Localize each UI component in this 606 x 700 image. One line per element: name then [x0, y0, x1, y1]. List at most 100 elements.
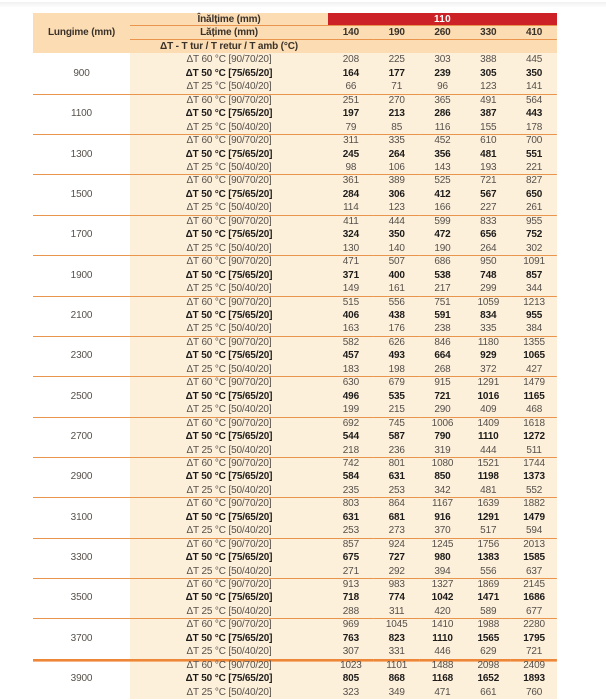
output-value-cell: 444 — [373, 214, 420, 229]
output-value-cell: 400 — [373, 268, 420, 283]
output-value-cell: 444 — [465, 443, 512, 457]
output-value-cell: 718 — [328, 591, 374, 605]
output-value-cell: 630 — [328, 376, 374, 390]
length-cell: 3900 — [33, 658, 130, 700]
output-value-cell: 335 — [373, 134, 420, 148]
output-value-cell: 751 — [419, 295, 466, 309]
output-value-cell: 1042 — [419, 591, 466, 605]
table-row: 1700 ΔT 60 °C [90/70/20] 411 444 599 833 955 — [33, 214, 557, 256]
header-row-latime: Lățime (mm) 140 190 260 330 410 — [33, 26, 557, 40]
length-cell: 2100 — [33, 295, 130, 336]
dt-row-label: ΔT 25 °C [50/40/20] — [130, 564, 328, 579]
header-row-dt: ΔT - T tur / T retur / T amb (°C) — [33, 39, 557, 54]
output-value-cell: 535 — [373, 389, 420, 404]
output-value-cell: 323 — [328, 685, 374, 700]
output-value-cell: 457 — [328, 349, 374, 363]
dt-row-label: ΔT 25 °C [50/40/20] — [130, 160, 328, 175]
output-value-cell: 700 — [511, 134, 557, 148]
output-value-cell: 983 — [373, 578, 420, 592]
output-value-cell: 1110 — [465, 430, 512, 444]
table-row: ΔT 50 °C [75/65/20] 718 774 1042 1471 1686 — [33, 591, 557, 605]
output-value-cell: 1045 — [373, 618, 420, 632]
output-value-cell: 511 — [511, 443, 557, 457]
output-value-cell: 721 — [465, 174, 512, 188]
output-value-cell: 389 — [373, 174, 420, 188]
output-value-cell: 446 — [419, 645, 466, 659]
dt-row-label: ΔT 50 °C [75/65/20] — [130, 66, 328, 81]
output-value-cell: 827 — [511, 174, 557, 188]
table-header: Lungime (mm) Înălțime (mm) 110 Lățime (m… — [33, 13, 557, 54]
output-value-cell: 1165 — [511, 389, 557, 404]
output-value-cell: 290 — [419, 403, 466, 417]
length-cell: 2300 — [33, 335, 130, 377]
dt-row-label: ΔT 50 °C [75/65/20] — [130, 389, 328, 404]
dt-row-label: ΔT 60 °C [90/70/20] — [130, 214, 328, 229]
latime-value-cell: 140 — [328, 26, 374, 40]
output-value-cell: 251 — [328, 93, 374, 108]
output-value-cell: 969 — [328, 618, 374, 632]
dt-row-label: ΔT 25 °C [50/40/20] — [130, 241, 328, 256]
output-value-cell: 305 — [465, 66, 512, 81]
dt-row-label: ΔT 60 °C [90/70/20] — [130, 134, 328, 148]
output-value-cell: 264 — [465, 241, 512, 256]
output-value-cell: 803 — [328, 497, 374, 511]
output-value-cell: 481 — [465, 483, 512, 498]
output-value-cell: 2409 — [511, 658, 557, 673]
output-value-cell: 538 — [419, 268, 466, 283]
output-value-cell: 727 — [373, 551, 420, 565]
table-row: 3300 ΔT 60 °C [90/70/20] 857 924 1245 1756 201… — [33, 537, 557, 579]
output-value-cell: 1059 — [465, 295, 512, 309]
output-value-cell: 924 — [373, 537, 420, 552]
table-row: 3700 ΔT 60 °C [90/70/20] 969 1045 1410 1988 22… — [33, 618, 557, 659]
dt-row-label: ΔT 25 °C [50/40/20] — [130, 282, 328, 296]
table-row: ΔT 50 °C [75/65/20] 675 727 980 1383 1585 — [33, 551, 557, 565]
output-value-cell: 681 — [373, 510, 420, 525]
dt-row-label: ΔT 50 °C [75/65/20] — [130, 591, 328, 605]
output-value-cell: 1795 — [511, 631, 557, 646]
length-cell: 2900 — [33, 456, 130, 498]
output-value-cell: 552 — [511, 483, 557, 498]
dt-row-label: ΔT 25 °C [50/40/20] — [130, 524, 328, 538]
table-row: ΔT 25 °C [50/40/20] 66 71 96 123 141 — [33, 80, 557, 94]
output-value-cell: 123 — [373, 201, 420, 215]
output-value-cell: 292 — [373, 564, 420, 579]
output-value-cell: 197 — [328, 107, 374, 121]
output-value-cell: 166 — [419, 201, 466, 215]
output-value-cell: 846 — [419, 335, 466, 350]
output-value-cell: 517 — [465, 524, 512, 538]
output-value-cell: 141 — [511, 80, 557, 94]
output-value-cell: 356 — [419, 147, 466, 161]
output-value-cell: 239 — [419, 66, 466, 81]
output-value-cell: 980 — [419, 551, 466, 565]
output-value-cell: 2013 — [511, 537, 557, 552]
dt-row-label: ΔT 50 °C [75/65/20] — [130, 551, 328, 565]
dt-row-label: ΔT 50 °C [75/65/20] — [130, 672, 328, 686]
output-value-cell: 721 — [511, 645, 557, 659]
output-value-cell: 217 — [419, 282, 466, 296]
output-value-cell: 370 — [419, 524, 466, 538]
output-value-cell: 677 — [511, 604, 557, 619]
table-row: 1900 ΔT 60 °C [90/70/20] 471 507 686 950 1091 — [33, 255, 557, 296]
dt-row-label: ΔT 50 °C [75/65/20] — [130, 268, 328, 283]
output-value-cell: 1327 — [419, 578, 466, 592]
output-value-cell: 361 — [328, 174, 374, 188]
output-value-cell: 742 — [328, 456, 374, 471]
table-row: ΔT 25 °C [50/40/20] 253 273 370 517 594 — [33, 524, 557, 538]
output-value-cell: 650 — [511, 187, 557, 202]
table-row: 2900 ΔT 60 °C [90/70/20] 742 801 1080 1521 174… — [33, 456, 557, 498]
output-value-cell: 412 — [419, 187, 466, 202]
output-value-cell: 1686 — [511, 591, 557, 605]
dt-row-label: ΔT 25 °C [50/40/20] — [130, 362, 328, 377]
output-value-cell: 850 — [419, 470, 466, 484]
output-value-cell: 868 — [373, 672, 420, 686]
output-value-cell: 238 — [419, 322, 466, 336]
empty-header-cell — [419, 39, 466, 54]
inaltime-label-cell: Înălțime (mm) — [130, 13, 328, 27]
output-value-cell: 130 — [328, 241, 374, 256]
output-value-cell: 1065 — [511, 349, 557, 363]
output-value-cell: 496 — [328, 389, 374, 404]
table-row: ΔT 50 °C [75/65/20] 371 400 538 748 857 — [33, 268, 557, 283]
output-value-cell: 1373 — [511, 470, 557, 484]
table-row: ΔT 50 °C [75/65/20] 763 823 1110 1565 1795 — [33, 631, 557, 646]
dt-row-label: ΔT 60 °C [90/70/20] — [130, 416, 328, 431]
